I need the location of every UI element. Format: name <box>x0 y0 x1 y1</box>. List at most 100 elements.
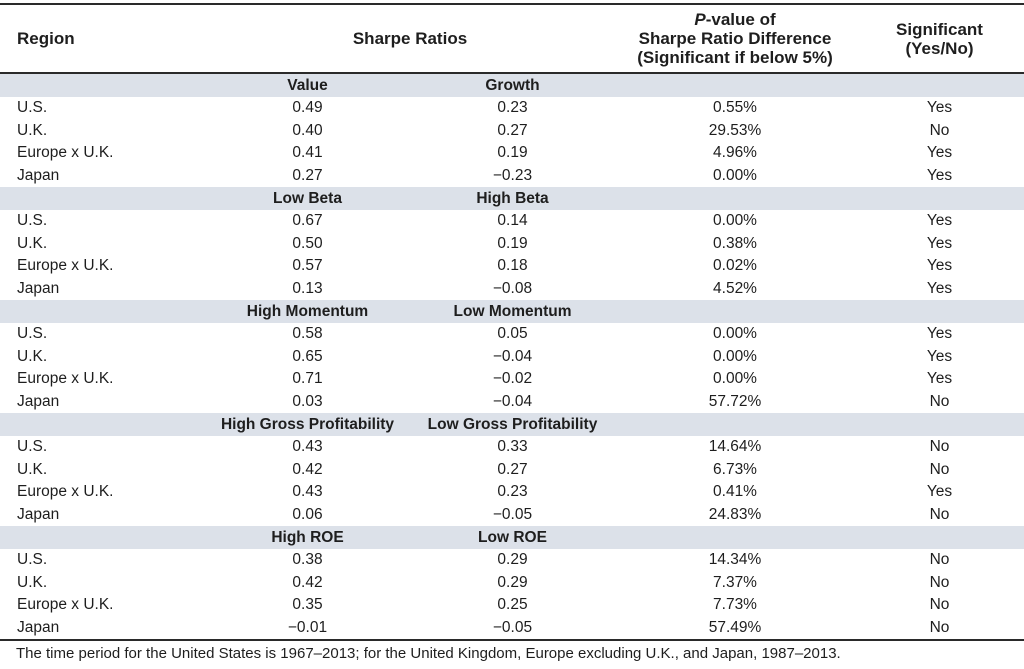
data-row: Japan 0.03 −0.04 57.72% No <box>0 391 1024 414</box>
sharpe-2-cell: 0.14 <box>497 212 528 230</box>
p-value-cell: 29.53% <box>708 121 762 139</box>
section-label-sharpe-1: High Gross Profitability <box>205 413 410 436</box>
sharpe-ratio-table: Region Sharpe Ratios P-value of Sharpe R… <box>0 3 1024 641</box>
region-cell: U.K. <box>17 460 48 478</box>
band-spacer <box>0 73 205 97</box>
significant-cell: Yes <box>926 325 953 343</box>
data-row: Japan −0.01 −0.05 57.49% No <box>0 617 1024 641</box>
p-value-cell: 0.00% <box>713 347 757 365</box>
sharpe-2-cell: 0.19 <box>497 234 528 252</box>
sharpe-2-cell: −0.02 <box>492 370 533 388</box>
column-header-pvalue: P-value of Sharpe Ratio Difference (Sign… <box>615 4 855 74</box>
band-spacer <box>615 187 855 210</box>
region-cell: U.K. <box>17 121 48 139</box>
significant-header-line-2: (Yes/No) <box>905 38 974 58</box>
region-cell: U.S. <box>17 212 48 230</box>
p-value-cell: 0.00% <box>713 166 757 184</box>
sharpe-1-cell: 0.13 <box>292 279 323 297</box>
band-spacer <box>615 526 855 549</box>
p-value-cell: 14.34% <box>708 551 762 569</box>
footnote: The time period for the United States is… <box>16 645 841 662</box>
section-header-row: Low Beta High Beta <box>0 187 1024 210</box>
data-row: U.S. 0.49 0.23 0.55% Yes <box>0 97 1024 120</box>
sharpe-1-cell: 0.03 <box>292 392 323 410</box>
sharpe-2-cell: −0.05 <box>492 618 533 636</box>
section-label-sharpe-2: High Beta <box>410 187 615 210</box>
p-value-cell: 0.00% <box>713 325 757 343</box>
p-value-cell: 24.83% <box>708 505 762 523</box>
sharpe-1-cell: 0.71 <box>292 370 323 388</box>
significant-cell: No <box>929 392 950 410</box>
p-value-cell: 6.73% <box>713 460 757 478</box>
significant-header-line-1: Significant <box>896 19 983 39</box>
header-row: Region Sharpe Ratios P-value of Sharpe R… <box>0 4 1024 74</box>
p-value-cell: 57.72% <box>708 392 762 410</box>
section-label-sharpe-1: High ROE <box>205 526 410 549</box>
sharpe-2-cell: −0.05 <box>492 505 533 523</box>
significant-cell: Yes <box>926 483 953 501</box>
column-header-significant: Significant (Yes/No) <box>855 4 1024 74</box>
data-row: Europe x U.K. 0.71 −0.02 0.00% Yes <box>0 368 1024 391</box>
region-cell: Europe x U.K. <box>17 144 114 162</box>
significant-cell: No <box>929 438 950 456</box>
sharpe-1-cell: 0.27 <box>292 166 323 184</box>
pvalue-header-line-3: (Significant if below 5%) <box>637 48 833 67</box>
band-spacer <box>0 526 205 549</box>
significant-cell: Yes <box>926 257 953 275</box>
section-header-row: Value Growth <box>0 73 1024 97</box>
region-cell: U.S. <box>17 325 48 343</box>
sharpe-1-cell: 0.35 <box>292 596 323 614</box>
sharpe-2-cell: 0.25 <box>497 596 528 614</box>
sharpe-2-cell: −0.04 <box>492 347 533 365</box>
region-cell: U.K. <box>17 234 48 252</box>
sharpe-2-cell: 0.29 <box>497 551 528 569</box>
region-cell: U.K. <box>17 347 48 365</box>
data-row: Europe x U.K. 0.43 0.23 0.41% Yes <box>0 481 1024 504</box>
band-spacer <box>0 187 205 210</box>
data-row: Europe x U.K. 0.41 0.19 4.96% Yes <box>0 142 1024 165</box>
pvalue-italic-p: P <box>694 10 706 29</box>
region-cell: Japan <box>17 166 60 184</box>
sharpe-1-cell: 0.57 <box>292 257 323 275</box>
significant-cell: No <box>929 460 950 478</box>
pvalue-header-line-2: Sharpe Ratio Difference <box>638 29 832 48</box>
sharpe-1-cell: 0.38 <box>292 551 323 569</box>
band-spacer <box>855 187 1024 210</box>
p-value-cell: 4.52% <box>713 279 757 297</box>
data-row: U.S. 0.38 0.29 14.34% No <box>0 549 1024 572</box>
p-value-cell: 0.00% <box>713 212 757 230</box>
region-cell: U.S. <box>17 438 48 456</box>
significant-cell: Yes <box>926 99 953 117</box>
section-label-sharpe-2: Low Momentum <box>410 300 615 323</box>
sharpe-2-cell: −0.08 <box>492 279 533 297</box>
sharpe-2-cell: 0.19 <box>497 144 528 162</box>
section-header-row: High Gross Profitability Low Gross Profit… <box>0 413 1024 436</box>
section-label-sharpe-1: High Momentum <box>205 300 410 323</box>
sharpe-2-cell: 0.23 <box>497 483 528 501</box>
column-header-region: Region <box>0 4 205 74</box>
sharpe-1-cell: 0.43 <box>292 438 323 456</box>
data-row: Europe x U.K. 0.35 0.25 7.73% No <box>0 594 1024 617</box>
significant-cell: No <box>929 596 950 614</box>
sharpe-1-cell: 0.58 <box>292 325 323 343</box>
data-row: Japan 0.13 −0.08 4.52% Yes <box>0 278 1024 301</box>
band-spacer <box>855 413 1024 436</box>
section-label-sharpe-2: Growth <box>410 73 615 97</box>
sharpe-1-cell: 0.41 <box>292 144 323 162</box>
sharpe-1-cell: 0.65 <box>292 347 323 365</box>
p-value-cell: 14.64% <box>708 438 762 456</box>
p-value-cell: 0.00% <box>713 370 757 388</box>
significant-cell: No <box>929 618 950 636</box>
data-row: U.K. 0.40 0.27 29.53% No <box>0 120 1024 143</box>
band-spacer <box>855 73 1024 97</box>
sharpe-2-cell: 0.29 <box>497 573 528 591</box>
region-cell: Europe x U.K. <box>17 596 114 614</box>
column-header-sharpe-ratios: Sharpe Ratios <box>205 4 615 74</box>
section-header-row: High ROE Low ROE <box>0 526 1024 549</box>
band-spacer <box>855 300 1024 323</box>
data-row: U.S. 0.67 0.14 0.00% Yes <box>0 210 1024 233</box>
p-value-cell: 0.38% <box>713 234 757 252</box>
region-cell: U.K. <box>17 573 48 591</box>
sharpe-2-cell: −0.04 <box>492 392 533 410</box>
sharpe-2-cell: 0.33 <box>497 438 528 456</box>
